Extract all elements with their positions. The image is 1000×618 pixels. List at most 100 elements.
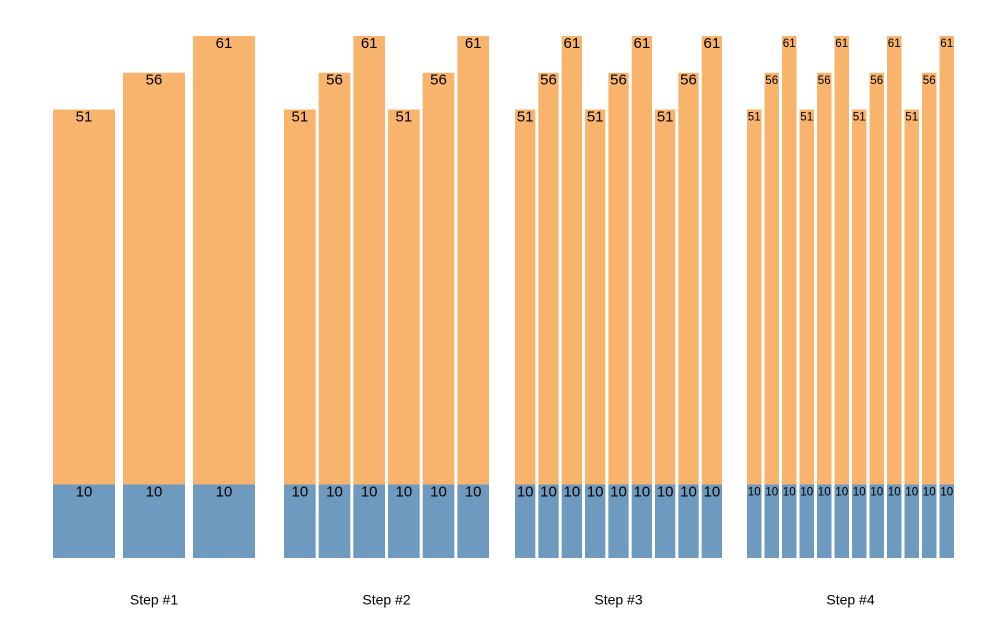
value-label: 56: [923, 74, 936, 87]
value-label: 10: [765, 486, 778, 499]
bar-segment: [561, 484, 582, 558]
value-label: 61: [633, 35, 650, 52]
value-label: 51: [291, 108, 308, 125]
value-label: 61: [940, 37, 953, 50]
value-label: 10: [517, 483, 534, 500]
value-label: 10: [465, 483, 482, 500]
bar-segment: [904, 109, 919, 485]
bar-segment: [388, 484, 420, 558]
bar-segment: [939, 484, 954, 558]
bar-segment: [318, 484, 351, 558]
bar-segment: [747, 109, 762, 485]
bar-segment: [834, 36, 849, 485]
bar-segment: [193, 36, 255, 485]
value-label: 61: [216, 35, 233, 52]
value-label: 56: [540, 72, 557, 89]
value-label: 51: [657, 108, 674, 125]
bar-segment: [904, 484, 919, 558]
bar-segment: [834, 484, 849, 558]
value-label: 61: [703, 35, 720, 52]
bar-segment: [353, 36, 385, 485]
value-label: 10: [633, 483, 650, 500]
bar-segment: [887, 484, 902, 558]
bar-segment: [799, 484, 814, 558]
bar-segment: [678, 72, 699, 485]
bar-segment: [457, 484, 489, 558]
bar-segment: [817, 72, 832, 485]
value-label: 10: [905, 486, 918, 499]
value-label: 10: [853, 486, 866, 499]
bar-segment: [608, 484, 629, 558]
bar-segment: [585, 484, 606, 558]
bar-segment: [631, 36, 652, 485]
bar-segment: [631, 484, 652, 558]
bar-segment: [922, 72, 937, 485]
bar-segment: [123, 484, 185, 558]
value-label: 10: [680, 483, 697, 500]
value-label: 56: [765, 74, 778, 87]
bar-segment: [561, 36, 582, 485]
bar-segment: [764, 72, 779, 485]
value-label: 10: [430, 483, 447, 500]
x-axis-label: Step #3: [594, 592, 642, 608]
value-label: 51: [748, 111, 761, 124]
value-label: 10: [216, 483, 233, 500]
bar-segment: [799, 109, 814, 485]
bar-segment: [678, 484, 699, 558]
value-label: 10: [395, 483, 412, 500]
bar-segment: [887, 36, 902, 485]
x-axis-label: Step #2: [362, 592, 410, 608]
bar-segment: [388, 109, 420, 485]
bar-segment: [747, 484, 762, 558]
value-label: 10: [146, 483, 163, 500]
x-axis-label: Step #1: [130, 592, 178, 608]
bar-segment: [538, 484, 559, 558]
bar-segment: [515, 484, 536, 558]
value-label: 10: [783, 486, 796, 499]
value-label: 61: [835, 37, 848, 50]
value-label: 10: [835, 486, 848, 499]
value-label: 61: [888, 37, 901, 50]
bar-segment: [123, 72, 185, 485]
value-label: 51: [800, 111, 813, 124]
value-label: 10: [923, 486, 936, 499]
value-label: 61: [361, 35, 378, 52]
value-label: 51: [905, 111, 918, 124]
value-label: 10: [610, 483, 627, 500]
bar-segment: [817, 484, 832, 558]
value-label: 10: [940, 486, 953, 499]
value-label: 51: [853, 111, 866, 124]
value-label: 56: [818, 74, 831, 87]
value-label: 10: [361, 483, 378, 500]
bar-segment: [515, 109, 536, 485]
value-label: 61: [783, 37, 796, 50]
value-label: 10: [818, 486, 831, 499]
bar-segment: [782, 36, 797, 485]
value-label: 10: [748, 486, 761, 499]
bar-segment: [701, 36, 722, 485]
value-label: 51: [517, 108, 534, 125]
value-label: 10: [870, 486, 883, 499]
value-label: 10: [326, 483, 343, 500]
value-label: 10: [76, 483, 93, 500]
bar-segment: [53, 484, 115, 558]
bar-segment: [655, 109, 676, 485]
value-label: 10: [291, 483, 308, 500]
value-label: 51: [395, 108, 412, 125]
bar-segment: [457, 36, 489, 485]
value-label: 56: [870, 74, 883, 87]
bar-segment: [701, 484, 722, 558]
value-label: 51: [587, 108, 604, 125]
bar-segment: [939, 36, 954, 485]
bar-segment: [764, 484, 779, 558]
bar-segment: [284, 109, 316, 485]
bar-segment: [869, 484, 884, 558]
x-axis-label: Step #4: [826, 592, 874, 608]
bar-segment: [193, 484, 255, 558]
bar-segment: [782, 484, 797, 558]
value-label: 10: [587, 483, 604, 500]
value-label: 61: [465, 35, 482, 52]
value-label: 10: [800, 486, 813, 499]
